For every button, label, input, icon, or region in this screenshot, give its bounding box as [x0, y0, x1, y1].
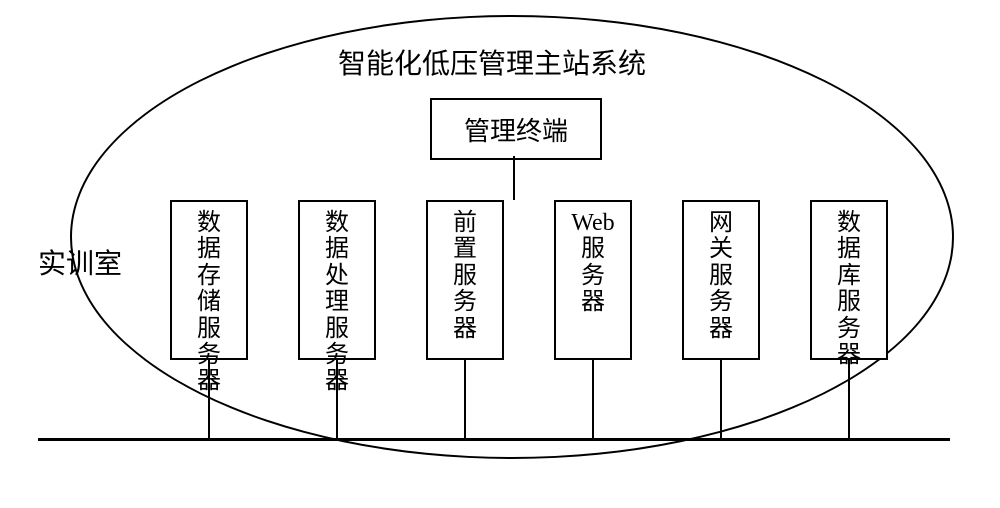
server-label-char: 数 [172, 210, 246, 236]
server-label-char: 服 [300, 316, 374, 342]
server-box: Web服务器 [554, 200, 632, 360]
server-label-char: 服 [684, 263, 758, 289]
server-label-char: 库 [812, 263, 886, 289]
server-label-char: 前 [428, 210, 502, 236]
mgmt-terminal-box: 管理终端 [430, 98, 602, 160]
server-drop-line [336, 360, 338, 438]
server-box: 前置服务器 [426, 200, 504, 360]
server-box: 数据存储服务器 [170, 200, 248, 360]
server-label-char: 数 [812, 210, 886, 236]
server-label-char: 网 [684, 210, 758, 236]
server-box: 数据库服务器 [810, 200, 888, 360]
server-label-char: Web [556, 210, 630, 236]
server-drop-line [848, 360, 850, 438]
server-label-char: 据 [172, 236, 246, 262]
server-drop-line [464, 360, 466, 438]
server-label-char: 理 [300, 289, 374, 315]
bus-line [38, 438, 950, 441]
server-label-char: 务 [812, 316, 886, 342]
server-label-char: 器 [556, 289, 630, 315]
server-label-char: 置 [428, 236, 502, 262]
system-title: 智能化低压管理主站系统 [338, 42, 646, 82]
server-label-char: 据 [812, 236, 886, 262]
server-label-char: 处 [300, 263, 374, 289]
server-label-char: 服 [172, 316, 246, 342]
server-box: 数据处理服务器 [298, 200, 376, 360]
server-label-char: 数 [300, 210, 374, 236]
server-label-char: 务 [556, 263, 630, 289]
server-label-char: 务 [428, 289, 502, 315]
server-label-char: 储 [172, 289, 246, 315]
server-drop-line [720, 360, 722, 438]
server-label-char: 器 [684, 316, 758, 342]
server-drop-line [208, 360, 210, 438]
mgmt-stem-line [513, 156, 515, 200]
server-box: 网关服务器 [682, 200, 760, 360]
server-label-char: 据 [300, 236, 374, 262]
server-label-char: 务 [684, 289, 758, 315]
server-drop-line [592, 360, 594, 438]
server-label-char: 存 [172, 263, 246, 289]
diagram-canvas: 智能化低压管理主站系统 实训室 管理终端 数据存储服务器数据处理服务器前置服务器… [0, 0, 1000, 508]
server-label-char: 关 [684, 236, 758, 262]
server-label-char: 服 [556, 236, 630, 262]
training-room-label: 实训室 [38, 242, 122, 282]
server-label-char: 服 [428, 263, 502, 289]
mgmt-terminal-label: 管理终端 [464, 111, 568, 148]
server-label-char: 服 [812, 289, 886, 315]
server-label-char: 器 [428, 316, 502, 342]
